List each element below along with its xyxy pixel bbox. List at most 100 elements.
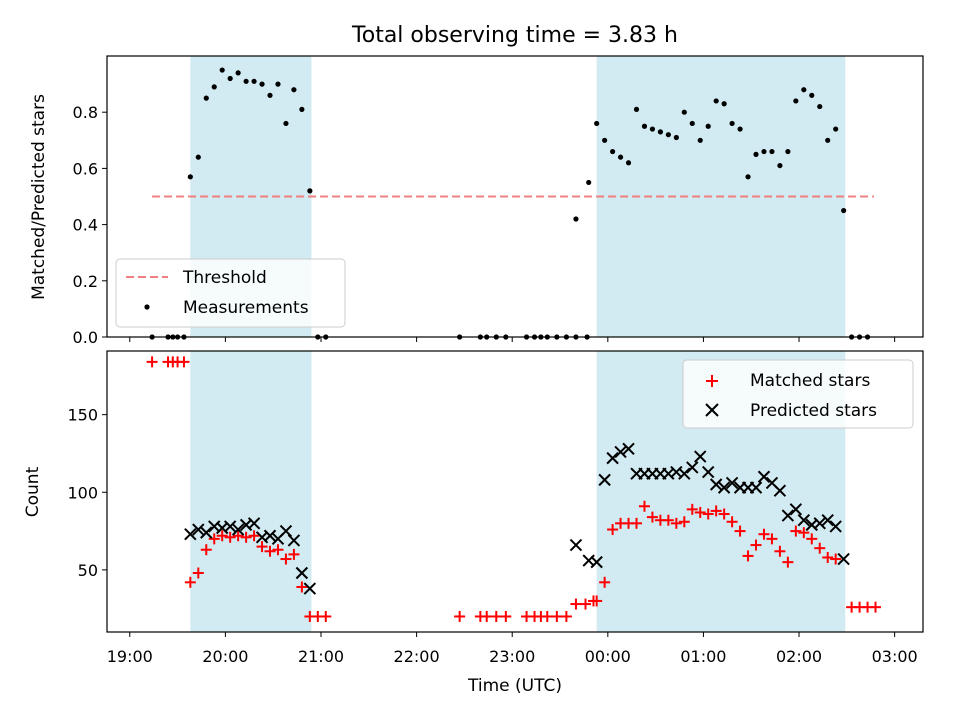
legend-predicted-swatch xyxy=(705,403,719,417)
measurement-point xyxy=(753,151,759,157)
measurement-point xyxy=(793,98,799,104)
measurement-point xyxy=(665,132,671,138)
measurement-point xyxy=(203,95,209,101)
predicted-star-x-b xyxy=(805,518,818,532)
matched-star-point xyxy=(702,508,714,520)
predicted-star-point xyxy=(709,478,723,491)
predicted-star-x-b xyxy=(813,517,826,530)
matched-star-point xyxy=(870,601,882,613)
matched-star-point xyxy=(216,530,228,542)
matched-star-point xyxy=(272,544,284,556)
matched-star-point xyxy=(718,508,730,520)
measurement-point xyxy=(235,70,241,76)
predicted-star-x-b xyxy=(781,509,795,522)
predicted-star-point xyxy=(263,529,277,542)
predicted-star-point xyxy=(701,465,715,479)
predicted-star-point xyxy=(287,534,301,547)
measurement-point xyxy=(641,123,648,129)
matched-star-point xyxy=(750,539,762,551)
x-tick-label: 01:00 xyxy=(680,647,726,666)
measurement-point xyxy=(713,98,719,104)
matched-star-point xyxy=(280,553,292,565)
measurement-point xyxy=(777,162,783,169)
matched-star-point xyxy=(184,576,196,588)
measurement-point xyxy=(769,148,775,155)
matched-star-point xyxy=(662,514,674,526)
bottom-legend-box xyxy=(682,359,914,429)
predicted-star-x-b xyxy=(686,461,699,474)
predicted-star-x-b xyxy=(717,481,731,494)
predicted-star-x-b xyxy=(821,514,834,527)
predicted-star-x-b xyxy=(789,503,803,516)
measurement-point xyxy=(801,87,807,93)
measurement-points xyxy=(149,67,871,340)
measurement-point xyxy=(745,174,751,180)
matched-star-point xyxy=(481,610,493,622)
matched-star-point xyxy=(742,550,754,562)
predicted-star-point xyxy=(686,461,699,474)
predicted-star-x-b xyxy=(231,523,245,536)
measurement-point xyxy=(267,92,273,98)
predicted-star-point xyxy=(717,481,731,494)
predicted-star-point xyxy=(757,470,771,483)
measurement-point xyxy=(195,154,201,160)
top-legend: Threshold Measurements xyxy=(115,258,346,328)
measurement-point xyxy=(657,129,664,135)
predicted-stars-points xyxy=(184,442,850,595)
matched-star-point xyxy=(774,545,786,557)
matched-star-point xyxy=(734,525,746,537)
top-legend-box xyxy=(115,258,346,328)
predicted-star-x-b xyxy=(757,470,771,483)
measurement-point xyxy=(705,123,711,129)
predicted-star-point xyxy=(606,451,619,465)
matched-star-point xyxy=(232,530,244,542)
measurement-point xyxy=(809,92,815,98)
x-tick-label: 19:00 xyxy=(107,647,153,666)
legend-matched-label: Matched stars xyxy=(750,371,870,391)
matched-star-point xyxy=(224,531,236,543)
predicted-star-x-b xyxy=(255,531,269,544)
matched-star-point xyxy=(454,610,466,622)
chart-title: Total observing time = 3.83 h xyxy=(351,23,678,48)
matched-star-point xyxy=(500,610,512,622)
measurement-point xyxy=(275,81,281,87)
predicted-star-point xyxy=(725,476,739,490)
measurement-point xyxy=(259,81,265,87)
matched-star-point xyxy=(248,530,260,542)
predicted-star-point xyxy=(303,582,317,595)
y-tick-label: 150 xyxy=(67,406,98,425)
predicted-star-point xyxy=(223,520,237,533)
predicted-star-point xyxy=(590,555,603,569)
predicted-star-point xyxy=(837,552,850,566)
matched-star-point xyxy=(782,556,794,568)
predicted-star-x-b xyxy=(678,467,691,480)
matched-star-point xyxy=(638,500,650,512)
matched-star-point xyxy=(200,544,212,556)
matched-star-point xyxy=(288,548,300,560)
predicted-star-x-b xyxy=(725,476,739,490)
matched-star-point xyxy=(646,511,658,523)
y-tick-label: 50 xyxy=(78,561,98,580)
matched-star-point xyxy=(560,610,572,622)
bottom-y-axis-label: Count xyxy=(23,466,43,517)
y-tick-label: 100 xyxy=(67,483,98,502)
measurement-point xyxy=(625,160,632,166)
predicted-star-x-b xyxy=(200,526,213,539)
x-axis-label: Time (UTC) xyxy=(467,676,562,696)
predicted-star-point xyxy=(184,527,197,541)
matched-star-point xyxy=(256,541,268,553)
matched-star-point xyxy=(320,610,332,622)
predicted-star-x-b xyxy=(606,451,619,465)
matched-star-point xyxy=(710,505,722,517)
matched-star-point xyxy=(814,542,826,554)
y-tick-label: 0.4 xyxy=(73,216,98,235)
predicted-star-x-b xyxy=(694,450,707,463)
legend-measurements-swatch xyxy=(144,304,150,310)
top-plot-frame xyxy=(106,55,924,338)
measurement-point xyxy=(586,179,592,186)
measurement-point xyxy=(573,216,579,222)
measurement-point xyxy=(609,148,616,155)
x-tick-label: 23:00 xyxy=(489,647,535,666)
y-tick-label: 0.6 xyxy=(73,159,98,178)
predicted-star-x-b xyxy=(215,521,229,535)
